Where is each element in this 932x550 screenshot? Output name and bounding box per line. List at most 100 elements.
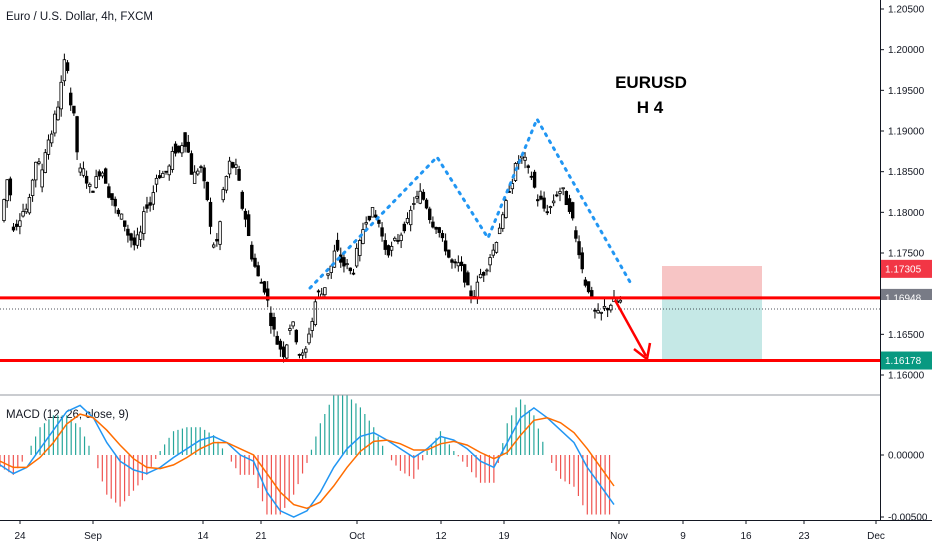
candle-body xyxy=(75,116,79,153)
candle-body xyxy=(377,219,381,224)
price-tag-label: 1.16948 xyxy=(885,293,922,304)
price-tag-label: 1.16178 xyxy=(885,356,922,367)
candle-body xyxy=(494,242,499,253)
candle-body xyxy=(437,227,441,233)
price-tick-label: 1.17500 xyxy=(888,249,925,260)
candle-body xyxy=(281,346,286,358)
candle-body xyxy=(123,220,127,227)
candle-body xyxy=(164,170,168,173)
time-tick-label: 16 xyxy=(740,531,752,542)
candle-body xyxy=(323,287,327,296)
candle-body xyxy=(72,105,76,114)
candle-body xyxy=(100,172,105,177)
candle-body xyxy=(34,161,38,181)
candle-body xyxy=(488,257,492,266)
candle-body xyxy=(583,279,588,286)
candle-body xyxy=(151,192,156,205)
candle-body xyxy=(386,245,391,256)
candle-body xyxy=(129,233,133,241)
candle-body xyxy=(221,189,225,201)
candle-body xyxy=(418,190,422,204)
candle-body xyxy=(218,221,222,245)
candle-body xyxy=(110,193,114,201)
candle-body xyxy=(126,228,130,236)
candle-body xyxy=(586,281,591,293)
macd-axis[interactable]: 0.00000 -0.00500 xyxy=(880,451,928,524)
candle-body xyxy=(116,209,121,215)
candle-body xyxy=(367,215,372,221)
candle-body xyxy=(539,195,543,200)
price-tick-label: 1.20000 xyxy=(888,45,925,56)
candle-body xyxy=(21,211,25,217)
candle-body xyxy=(177,145,181,153)
candle-body xyxy=(370,207,375,218)
time-tick-label: 21 xyxy=(255,531,267,542)
candle-body xyxy=(30,179,35,197)
projection-arrow[interactable] xyxy=(613,299,652,362)
candle-body xyxy=(265,288,270,301)
candle-body xyxy=(396,240,400,242)
candle-body xyxy=(523,156,527,161)
candle-body xyxy=(224,176,229,191)
candle-body xyxy=(558,191,562,194)
candle-body xyxy=(316,290,321,293)
candle-body xyxy=(205,181,210,201)
candle-body xyxy=(491,249,495,256)
take-profit-zone[interactable] xyxy=(662,298,762,360)
candle-body xyxy=(501,214,505,229)
candle-body xyxy=(211,244,216,248)
price-axis[interactable]: 1.20500 1.20000 1.19500 1.19000 1.18500 1.180… xyxy=(880,5,925,382)
candle-body xyxy=(399,234,403,241)
candle-body xyxy=(361,229,365,244)
candle-body xyxy=(215,239,219,242)
candle-body xyxy=(173,143,178,154)
candle-body xyxy=(551,200,556,204)
candle-body xyxy=(69,92,73,106)
annotation-symbol: EURUSD xyxy=(615,73,687,92)
price-tag xyxy=(881,259,932,278)
candle-body xyxy=(186,141,190,153)
candle-body xyxy=(545,211,549,214)
candle-body xyxy=(342,257,346,267)
candle-body xyxy=(154,177,159,185)
candle-body xyxy=(447,249,451,258)
candle-body xyxy=(262,281,267,293)
head-shoulders-pattern-line[interactable] xyxy=(308,115,632,290)
candle-body xyxy=(421,191,426,200)
candle-body xyxy=(246,214,251,237)
candle-body xyxy=(618,299,623,303)
candle-body xyxy=(443,240,448,252)
candle-body xyxy=(135,234,140,246)
candle-body xyxy=(65,62,70,71)
candle-body xyxy=(167,165,171,176)
candle-body xyxy=(53,113,57,134)
candle-body xyxy=(196,170,200,175)
indicator-title: MACD (12, 26, close, 9) xyxy=(6,409,129,421)
stop-loss-zone[interactable] xyxy=(662,266,762,298)
candle-body xyxy=(561,187,565,190)
candle-body xyxy=(548,206,553,209)
time-tick-label: Dec xyxy=(867,531,885,542)
candle-body xyxy=(288,328,292,331)
signal-line xyxy=(0,413,615,510)
candle-body xyxy=(393,237,397,241)
candle-body xyxy=(278,340,283,350)
candle-body xyxy=(504,200,508,218)
price-tick-label: 1.16000 xyxy=(888,371,925,382)
candle-body xyxy=(335,239,340,251)
candle-body xyxy=(11,226,16,231)
candle-body xyxy=(202,167,206,182)
candle-body xyxy=(269,312,273,327)
candle-body xyxy=(609,304,613,311)
candle-body xyxy=(402,223,407,232)
candle-body xyxy=(285,344,289,359)
candle-body xyxy=(383,240,387,250)
candle-body xyxy=(27,197,32,214)
candle-body xyxy=(88,183,92,187)
candle-body xyxy=(570,202,575,219)
candle-body xyxy=(462,264,467,283)
price-tag xyxy=(881,300,932,318)
candle-body xyxy=(300,352,305,356)
time-axis[interactable]: 24 Sep 14 21 Oct 12 19 Nov 9 16 23 Dec xyxy=(14,520,885,542)
